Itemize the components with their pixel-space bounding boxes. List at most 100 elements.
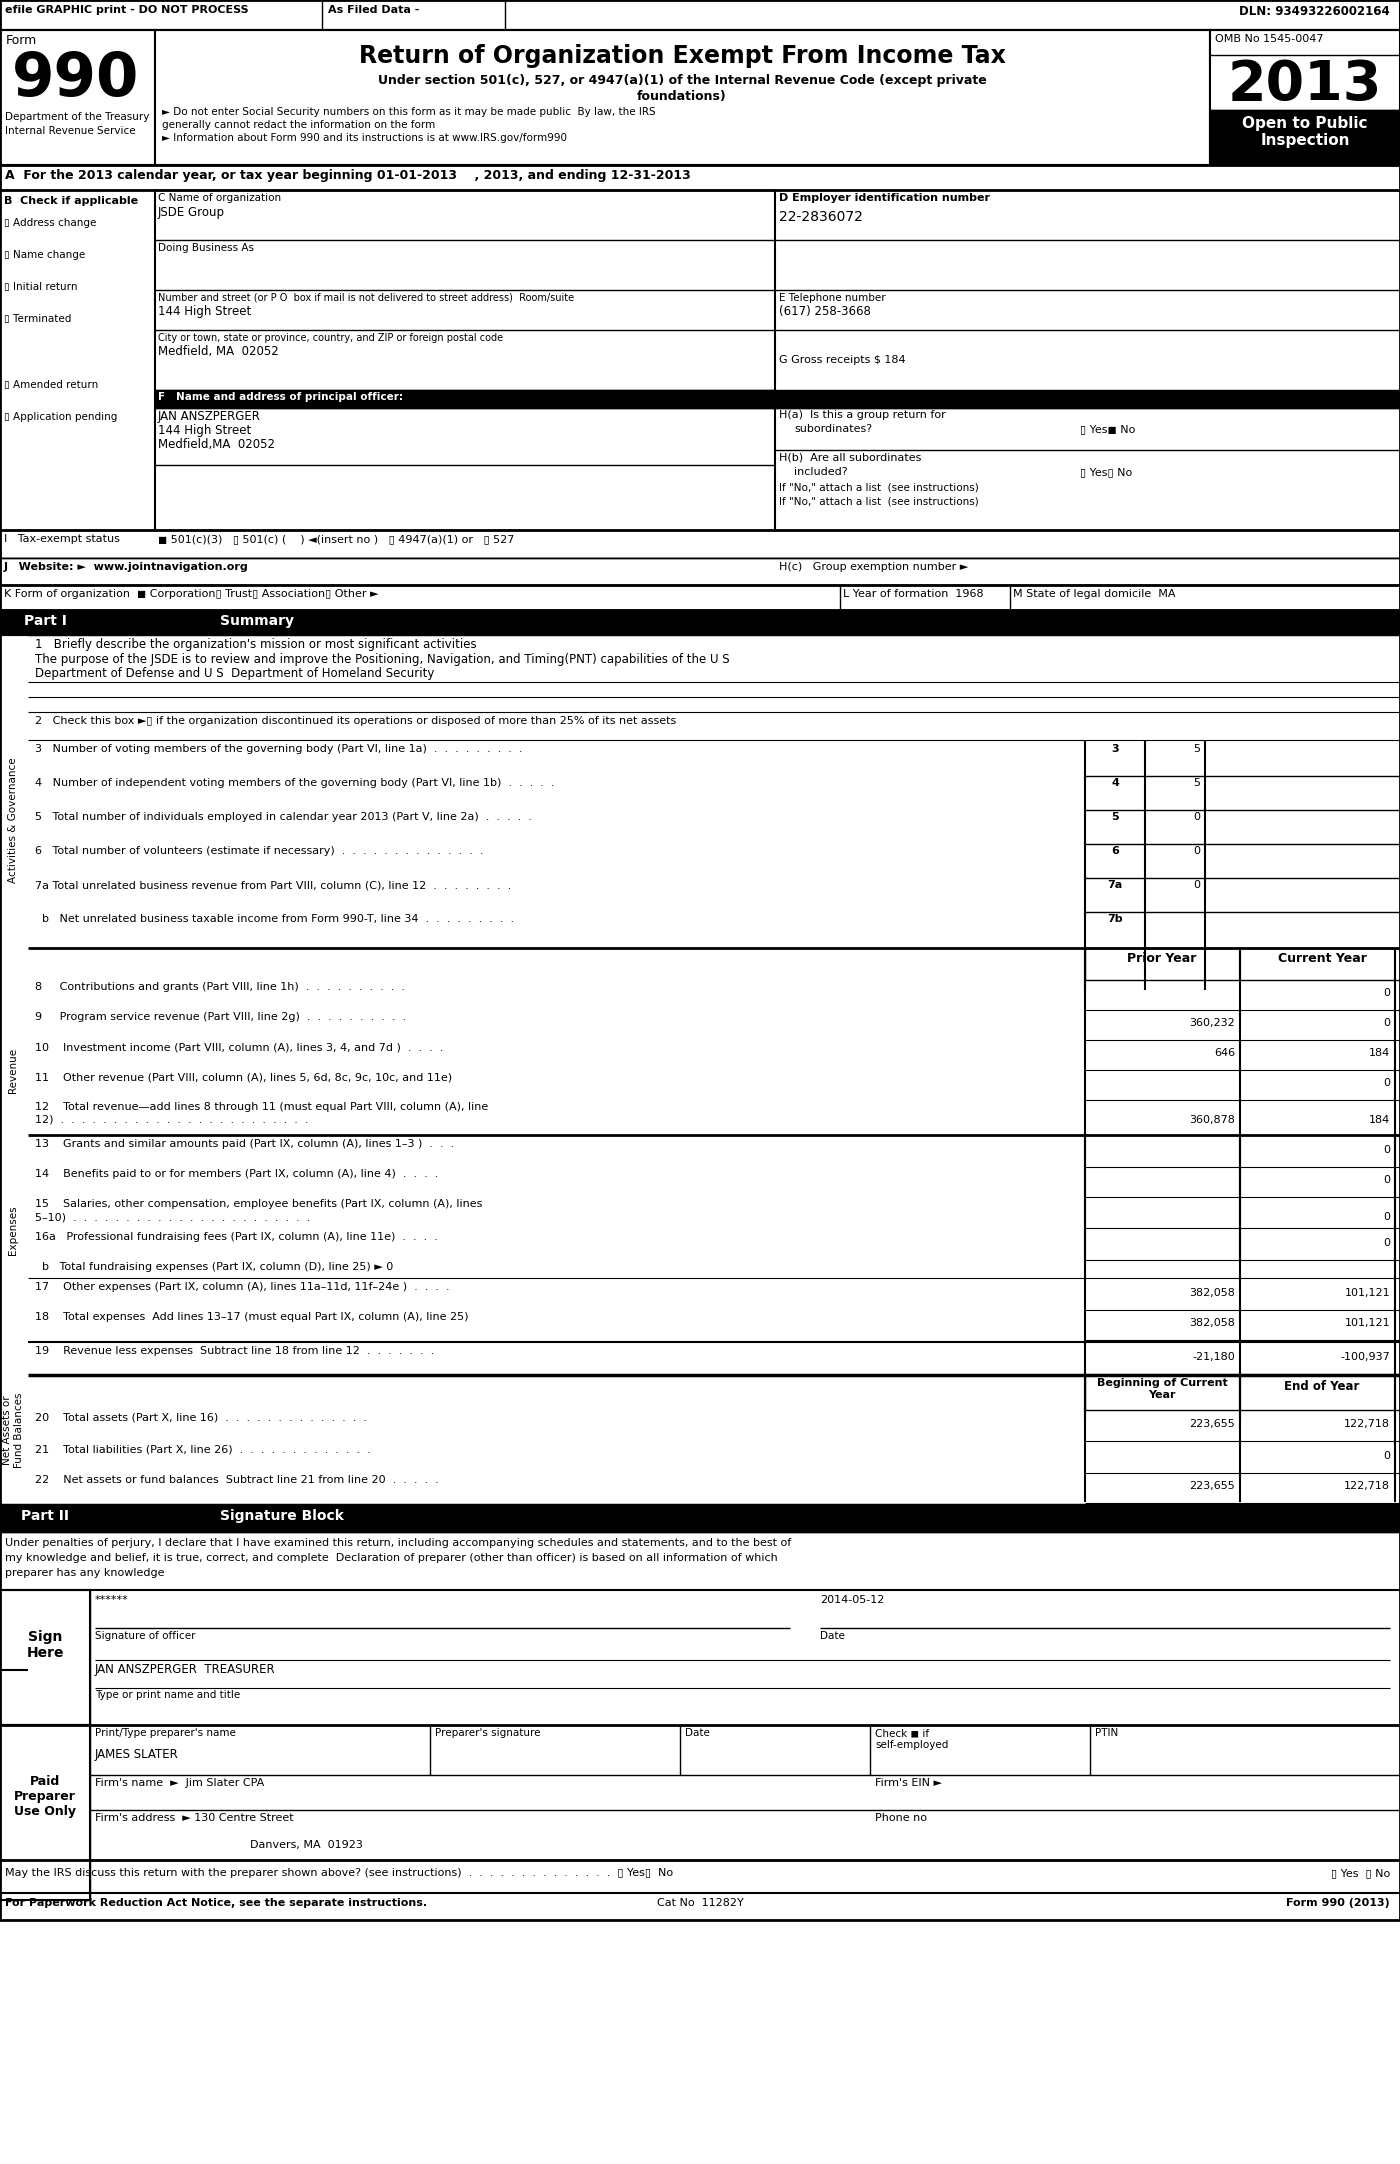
Text: (617) 258-3668: (617) 258-3668 (778, 305, 871, 318)
Text: b   Total fundraising expenses (Part IX, column (D), line 25) ► 0: b Total fundraising expenses (Part IX, c… (35, 1262, 393, 1272)
Text: The purpose of the JSDE is to review and improve the Positioning, Navigation, an: The purpose of the JSDE is to review and… (35, 654, 729, 667)
Text: 22-2836072: 22-2836072 (778, 210, 862, 225)
Text: JSDE Group: JSDE Group (158, 206, 225, 219)
Text: Doing Business As: Doing Business As (158, 242, 253, 253)
Text: 0: 0 (1383, 1238, 1390, 1249)
Bar (0, 1504, 90, 1532)
Text: 4: 4 (1112, 779, 1119, 788)
Text: preparer has any knowledge: preparer has any knowledge (6, 1569, 165, 1578)
Text: For Paperwork Reduction Act Notice, see the separate instructions.: For Paperwork Reduction Act Notice, see … (6, 1898, 427, 1909)
Text: Revenue: Revenue (8, 1047, 18, 1093)
Text: 5: 5 (1193, 744, 1200, 753)
Text: -100,937: -100,937 (1340, 1352, 1390, 1361)
Text: 3: 3 (1112, 744, 1119, 753)
Text: 5: 5 (1112, 812, 1119, 822)
Text: Number and street (or P O  box if mail is not delivered to street address)  Room: Number and street (or P O box if mail is… (158, 292, 574, 303)
Text: E Telephone number: E Telephone number (778, 292, 886, 303)
Text: 382,058: 382,058 (1189, 1318, 1235, 1329)
Text: Firm's address  ► 130 Centre Street: Firm's address ► 130 Centre Street (95, 1813, 294, 1822)
Text: 7b: 7b (1107, 913, 1123, 924)
Text: 0: 0 (1383, 1452, 1390, 1461)
Text: Form: Form (6, 35, 38, 48)
Bar (0, 164, 1400, 190)
Text: b   Net unrelated business taxable income from Form 990-T, line 34  .  .  .  .  : b Net unrelated business taxable income … (35, 913, 514, 924)
Text: 382,058: 382,058 (1189, 1288, 1235, 1298)
Text: Internal Revenue Service: Internal Revenue Service (6, 126, 136, 136)
Text: B  Check if applicable: B Check if applicable (4, 197, 139, 206)
Text: -21,180: -21,180 (1193, 1352, 1235, 1361)
Text: 2014-05-12: 2014-05-12 (820, 1595, 885, 1606)
Text: Signature of officer: Signature of officer (95, 1632, 196, 1640)
Text: Form 990 (2013): Form 990 (2013) (1287, 1898, 1390, 1909)
Text: Firm's name  ►  Jim Slater CPA: Firm's name ► Jim Slater CPA (95, 1779, 265, 1787)
Text: Phone no: Phone no (875, 1813, 927, 1822)
Text: Part II: Part II (21, 1508, 69, 1523)
Text: 3   Number of voting members of the governing body (Part VI, line 1a)  .  .  .  : 3 Number of voting members of the govern… (35, 744, 522, 753)
Text: City or town, state or province, country, and ZIP or foreign postal code: City or town, state or province, country… (158, 333, 503, 344)
Text: efile GRAPHIC print - DO NOT PROCESS: efile GRAPHIC print - DO NOT PROCESS (6, 4, 249, 15)
Text: Beginning of Current
Year: Beginning of Current Year (1096, 1378, 1228, 1400)
Text: If "No," attach a list  (see instructions): If "No," attach a list (see instructions… (778, 498, 979, 506)
Text: 0: 0 (1193, 812, 1200, 822)
Text: 7a: 7a (1107, 881, 1123, 889)
Text: Summary: Summary (220, 615, 294, 628)
Text: Under penalties of perjury, I declare that I have examined this return, includin: Under penalties of perjury, I declare th… (6, 1539, 791, 1547)
Bar (0, 30, 155, 164)
Text: 10    Investment income (Part VIII, column (A), lines 3, 4, and 7d )  .  .  .  .: 10 Investment income (Part VIII, column … (35, 1043, 444, 1052)
Bar (0, 634, 28, 1671)
Bar (155, 390, 776, 409)
Text: H(c)   Group exemption number ►: H(c) Group exemption number ► (778, 563, 969, 571)
Bar (1085, 1374, 1400, 1411)
Text: Department of Defense and U S  Department of Homeland Security: Department of Defense and U S Department… (35, 667, 434, 679)
Bar (1085, 948, 1400, 980)
Text: 11    Other revenue (Part VIII, column (A), lines 5, 6d, 8c, 9c, 10c, and 11e): 11 Other revenue (Part VIII, column (A),… (35, 1071, 452, 1082)
Text: 21    Total liabilities (Part X, line 26)  .  .  .  .  .  .  .  .  .  .  .  .  .: 21 Total liabilities (Part X, line 26) .… (35, 1446, 371, 1454)
Text: ▯ Yes◼ No: ▯ Yes◼ No (1079, 424, 1135, 435)
Text: Cat No  11282Y: Cat No 11282Y (657, 1898, 743, 1909)
Text: L Year of formation  1968: L Year of formation 1968 (843, 589, 984, 599)
Text: Medfield,MA  02052: Medfield,MA 02052 (158, 437, 274, 450)
Text: 8     Contributions and grants (Part VIII, line 1h)  .  .  .  .  .  .  .  .  .  : 8 Contributions and grants (Part VIII, l… (35, 982, 405, 991)
Text: ▯ Amended return: ▯ Amended return (4, 381, 98, 390)
Text: ▯ Terminated: ▯ Terminated (4, 314, 71, 325)
Text: Current Year: Current Year (1278, 952, 1366, 965)
Text: Type or print name and title: Type or print name and title (95, 1690, 241, 1701)
Text: 101,121: 101,121 (1344, 1318, 1390, 1329)
Text: Sign
Here: Sign Here (27, 1629, 64, 1660)
Text: M State of legal domicile  MA: M State of legal domicile MA (1014, 589, 1176, 599)
Text: JAN ANSZPERGER: JAN ANSZPERGER (158, 409, 260, 422)
Text: Part I: Part I (24, 615, 66, 628)
Text: Firm's EIN ►: Firm's EIN ► (875, 1779, 942, 1787)
Text: 360,878: 360,878 (1189, 1114, 1235, 1125)
Text: 19    Revenue less expenses  Subtract line 18 from line 12  .  .  .  .  .  .  .: 19 Revenue less expenses Subtract line 1… (35, 1346, 434, 1357)
Text: Paid
Preparer
Use Only: Paid Preparer Use Only (14, 1774, 76, 1818)
Text: 0: 0 (1383, 1145, 1390, 1156)
Text: 0: 0 (1383, 1175, 1390, 1186)
Text: 0: 0 (1193, 846, 1200, 857)
Text: If "No," attach a list  (see instructions): If "No," attach a list (see instructions… (778, 483, 979, 491)
Text: H(b)  Are all subordinates: H(b) Are all subordinates (778, 452, 921, 463)
Text: included?: included? (794, 467, 847, 476)
Text: Check ◼ if
self-employed: Check ◼ if self-employed (875, 1729, 948, 1751)
Text: G Gross receipts $ 184: G Gross receipts $ 184 (778, 355, 906, 366)
Text: JAMES SLATER: JAMES SLATER (95, 1749, 179, 1761)
Bar (0, 0, 1400, 1919)
Text: 144 High Street: 144 High Street (158, 424, 251, 437)
Bar (90, 1504, 1400, 1532)
Text: 4   Number of independent voting members of the governing body (Part VI, line 1b: 4 Number of independent voting members o… (35, 779, 554, 788)
Text: 1   Briefly describe the organization's mission or most significant activities: 1 Briefly describe the organization's mi… (35, 638, 476, 651)
Text: 0: 0 (1383, 989, 1390, 998)
Text: 0: 0 (1383, 1078, 1390, 1088)
Text: 0: 0 (1193, 881, 1200, 889)
Text: D Employer identification number: D Employer identification number (778, 193, 990, 203)
Text: ▯ Name change: ▯ Name change (4, 251, 85, 260)
Text: 17    Other expenses (Part IX, column (A), lines 11a–11d, 11f–24e )  .  .  .  .: 17 Other expenses (Part IX, column (A), … (35, 1281, 449, 1292)
Text: 5   Total number of individuals employed in calendar year 2013 (Part V, line 2a): 5 Total number of individuals employed i… (35, 812, 532, 822)
Text: As Filed Data -: As Filed Data - (328, 4, 420, 15)
Text: 2   Check this box ►▯ if the organization discontinued its operations or dispose: 2 Check this box ►▯ if the organization … (35, 716, 676, 725)
Text: 184: 184 (1369, 1047, 1390, 1058)
Text: JAN ANSZPERGER  TREASURER: JAN ANSZPERGER TREASURER (95, 1662, 276, 1675)
Text: 0: 0 (1383, 1212, 1390, 1223)
Text: K Form of organization  ◼ Corporation▯ Trust▯ Association▯ Other ►: K Form of organization ◼ Corporation▯ Tr… (4, 589, 378, 599)
Text: J   Website: ►  www.jointnavigation.org: J Website: ► www.jointnavigation.org (4, 563, 249, 571)
